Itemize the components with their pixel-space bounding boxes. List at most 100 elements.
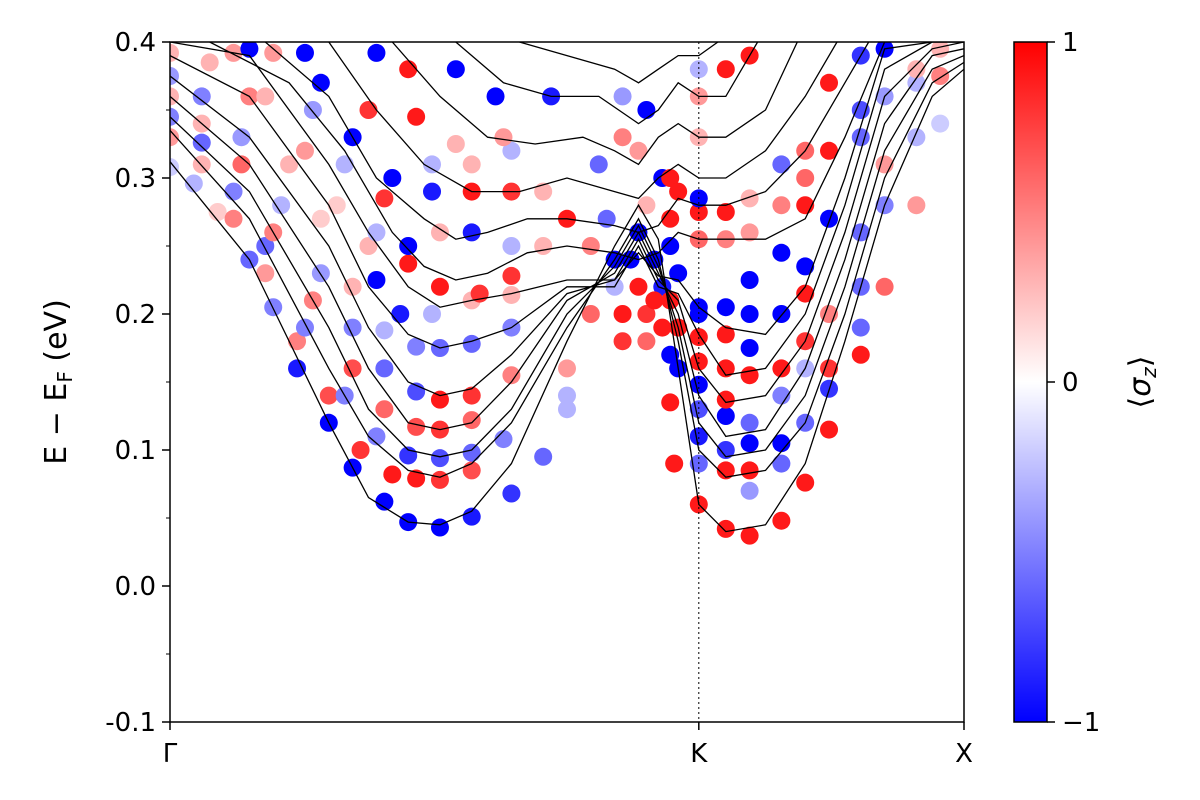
- band-line-3: [170, 48, 964, 438]
- band-line-2: [170, 55, 964, 458]
- data-point-28: [224, 182, 243, 201]
- data-point-13: [534, 447, 553, 466]
- band-line-7: [209, 42, 886, 281]
- data-point-213: [820, 73, 839, 92]
- data-point-62: [311, 209, 330, 228]
- band-line-11: [455, 42, 759, 125]
- data-point-145: [661, 291, 680, 310]
- data-point-53: [375, 359, 394, 378]
- data-point-57: [502, 366, 521, 385]
- data-point-212: [820, 141, 839, 160]
- plot-frame: [169, 41, 965, 723]
- data-point-124: [613, 332, 632, 351]
- data-point-207: [820, 420, 839, 439]
- x-tick-label: Γ: [163, 739, 178, 769]
- data-point-141: [669, 182, 688, 201]
- data-point-115: [581, 237, 600, 255]
- data-point-67: [462, 334, 481, 353]
- data-point-172: [716, 325, 735, 344]
- data-point-98: [383, 169, 402, 187]
- data-point-26: [170, 107, 179, 126]
- data-point-230: [931, 114, 950, 133]
- data-point-11: [462, 507, 481, 526]
- data-point-91: [534, 237, 553, 255]
- y-axis-label-subscript: F: [53, 371, 77, 383]
- colorbar-label: ⟨σz⟩: [1123, 356, 1161, 409]
- data-point-63: [343, 277, 362, 296]
- data-point-23: [407, 469, 426, 488]
- data-point-192: [772, 386, 791, 405]
- data-point-92: [375, 189, 394, 208]
- data-point-51: [311, 264, 330, 283]
- colorbar-ticks: 1 0 −1: [1047, 28, 1100, 738]
- data-point-173: [716, 298, 735, 317]
- data-point-52: [343, 318, 362, 337]
- data-point-48: [192, 87, 211, 106]
- data-point-100: [462, 155, 481, 174]
- data-point-228: [907, 73, 926, 92]
- data-point-219: [851, 101, 870, 119]
- data-point-24: [430, 470, 449, 489]
- data-point-59: [200, 53, 219, 72]
- data-point-61: [280, 155, 299, 174]
- data-point-22: [383, 465, 402, 484]
- data-point-18: [256, 264, 275, 283]
- data-point-88: [430, 223, 449, 242]
- data-point-137: [629, 141, 648, 160]
- band-lines: [170, 42, 964, 533]
- x-tick-label: K: [690, 739, 708, 769]
- data-point-80: [335, 155, 354, 174]
- data-point-70: [256, 87, 275, 106]
- data-point-101: [502, 141, 521, 160]
- data-point-2: [208, 203, 227, 221]
- data-point-104: [407, 107, 426, 126]
- y-tick-label: 0.1: [115, 436, 156, 466]
- y-tick-label: 0.3: [115, 164, 156, 194]
- data-point-107: [240, 42, 259, 58]
- data-point-136: [637, 196, 656, 215]
- data-point-143: [661, 237, 680, 255]
- data-point-78: [264, 43, 283, 62]
- data-point-110: [399, 60, 418, 79]
- data-point-20: [319, 386, 338, 405]
- data-point-117: [558, 359, 576, 378]
- data-point-132: [645, 291, 664, 310]
- data-point-187: [740, 189, 759, 208]
- data-point-184: [740, 305, 759, 323]
- data-point-175: [716, 203, 735, 221]
- band-line-9: [328, 42, 838, 200]
- data-point-99: [423, 155, 442, 174]
- data-point-27: [192, 133, 211, 152]
- data-point-156: [689, 352, 708, 371]
- data-point-142: [661, 209, 680, 228]
- data-point-86: [367, 271, 386, 289]
- data-point-93: [423, 182, 442, 201]
- data-point-205: [796, 169, 815, 187]
- data-point-74: [391, 305, 410, 323]
- data-point-189: [772, 511, 791, 530]
- band-line-6: [170, 42, 964, 336]
- y-axis-label: E − EF (eV): [39, 299, 77, 465]
- data-point-34: [430, 449, 449, 468]
- colorbar-tick-label: −1: [1062, 708, 1100, 738]
- data-point-5: [288, 359, 307, 378]
- data-point-109: [367, 43, 386, 62]
- data-point-32: [367, 427, 386, 446]
- data-point-105: [446, 135, 465, 153]
- band-line-1: [170, 61, 964, 478]
- data-point-116: [581, 305, 600, 323]
- data-point-226: [907, 196, 926, 215]
- y-tick-label: 0.0: [115, 572, 156, 602]
- data-point-127: [629, 277, 648, 296]
- band-line-4: [170, 42, 964, 404]
- data-point-50: [272, 196, 291, 215]
- data-point-227: [907, 128, 926, 147]
- data-point-19: [288, 332, 307, 351]
- band-line-5: [170, 42, 964, 376]
- data-point-176: [716, 60, 735, 79]
- data-point-168: [716, 441, 735, 459]
- y-axis-label-unit: (eV): [39, 299, 74, 371]
- data-point-96: [534, 182, 553, 201]
